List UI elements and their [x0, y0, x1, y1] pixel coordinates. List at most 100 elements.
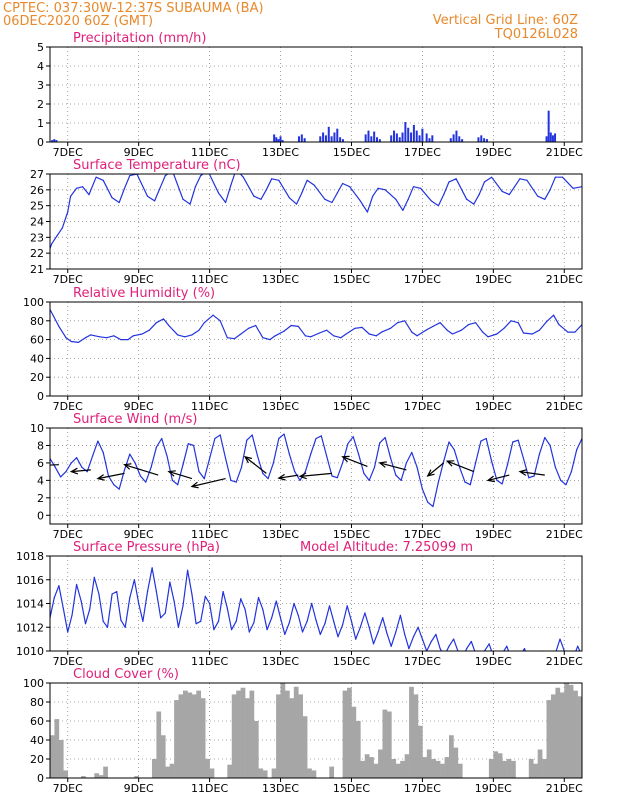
cloud-bar [395, 763, 401, 778]
wind-point [533, 475, 535, 477]
precip-data [51, 110, 557, 142]
press-point [519, 655, 520, 656]
cloud-xtick-label: 9DEC [124, 782, 154, 795]
wind-point [373, 466, 376, 468]
wind-point [235, 481, 237, 483]
temp-point [412, 186, 415, 188]
humid-point [219, 320, 221, 322]
cloud-bar [178, 694, 184, 778]
humid-xtick-label: 9DEC [124, 400, 154, 413]
temp-point [271, 178, 273, 180]
humid-point [574, 331, 576, 333]
wind-point [214, 437, 216, 440]
temp-ytick-label: 22 [30, 247, 44, 260]
wind-point [320, 435, 322, 437]
press-point [506, 645, 508, 647]
temp-xtick-label: 19DEC [475, 273, 512, 286]
press-point [120, 619, 122, 621]
humid-point [168, 324, 170, 327]
precip-bar [461, 139, 464, 142]
wind-arrow [298, 472, 333, 480]
precip-xtick-label: 21DEC [546, 146, 583, 159]
wind-point [145, 481, 147, 483]
press-point [372, 643, 375, 645]
press-point [217, 620, 220, 622]
wind-point [336, 477, 338, 479]
wind-point [331, 475, 333, 477]
humid-point [148, 329, 150, 331]
humid-point [553, 314, 555, 316]
humid-point [233, 338, 236, 340]
press-point [417, 626, 419, 628]
temp-point [377, 187, 379, 189]
cloud-bar [231, 694, 237, 778]
wind-xtick-label: 21DEC [546, 528, 583, 541]
humid-point [381, 331, 383, 333]
wind-point [118, 488, 120, 490]
wind-arrow [50, 464, 59, 466]
cloud-bar [528, 759, 534, 778]
cloud-bar [58, 740, 64, 778]
humid-point [326, 329, 328, 331]
humid-point [141, 333, 143, 335]
temp-xtick-label: 21DEC [546, 273, 583, 286]
press-point [315, 619, 317, 621]
humid-point [467, 323, 470, 326]
precip-bar [549, 132, 552, 142]
press-point [306, 620, 308, 622]
press-point [244, 608, 246, 611]
press-point [537, 658, 538, 659]
wind-arrow [277, 473, 299, 481]
temp-point [473, 203, 475, 205]
humid-point [283, 330, 285, 332]
press-point [195, 623, 197, 625]
temp-point [182, 198, 184, 200]
header-grid-line: Vertical Grid Line: 60Z [433, 13, 578, 28]
precip-bar [551, 135, 554, 142]
press-point [408, 648, 410, 650]
wind-point [400, 479, 402, 481]
wind-ytick-label: 6 [37, 457, 44, 470]
humid-point [77, 341, 79, 344]
wind-point [352, 436, 354, 438]
temp-point [544, 198, 546, 200]
press-line [50, 567, 581, 651]
precip-ytick-label: 0 [37, 136, 44, 149]
wind-point [219, 434, 221, 436]
press-point [164, 612, 166, 614]
press-point [151, 567, 153, 569]
humid-point [155, 322, 157, 324]
wind-point [102, 451, 104, 454]
cloud-bar [94, 773, 100, 778]
press-point [182, 605, 184, 607]
wind-point [416, 466, 418, 468]
cloud-bar [355, 721, 361, 778]
cloud-xtick-label: 11DEC [191, 782, 228, 795]
humid-point [132, 335, 134, 337]
temp-point [61, 227, 64, 229]
wind-xtick-label: 13DEC [262, 528, 299, 541]
press-point [253, 621, 255, 624]
cloud-bar [174, 700, 179, 778]
temp-point [455, 178, 457, 180]
humid-data [50, 308, 582, 344]
wind-point [224, 457, 227, 460]
precip-bar [431, 135, 434, 142]
wind-point [283, 433, 285, 435]
humid-point [120, 339, 122, 341]
wind-title: Surface Wind (m/s) [73, 412, 197, 427]
cloud-bar [200, 698, 206, 778]
humid-xtick-label: 7DEC [53, 400, 83, 413]
wind-point [496, 479, 498, 481]
wind-arrow [96, 472, 125, 481]
precip-bar [404, 122, 407, 142]
cloud-bar [511, 760, 516, 778]
temp-xtick-label: 13DEC [262, 273, 299, 286]
temp-point [359, 200, 361, 202]
humid-ytick-label: 100 [23, 296, 44, 309]
cloud-bar [307, 768, 312, 778]
humid-point [52, 315, 55, 317]
humid-point [425, 329, 427, 331]
temp-point [278, 179, 280, 181]
cloud-bar [169, 763, 175, 778]
